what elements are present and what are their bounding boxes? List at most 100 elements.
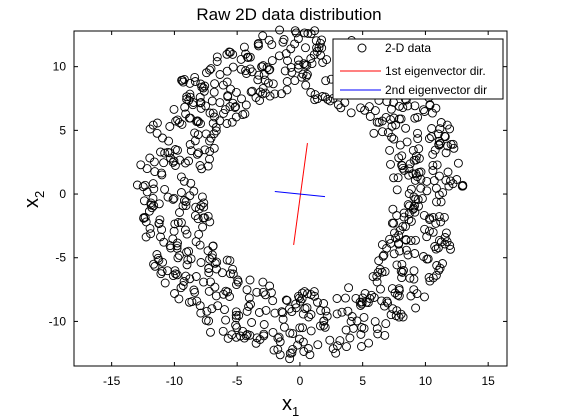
legend: 2-D data 1st eigenvector dir. 2nd eigenv… bbox=[332, 38, 504, 100]
data-point bbox=[298, 69, 308, 79]
data-point bbox=[435, 263, 445, 273]
data-point bbox=[176, 172, 186, 182]
data-point bbox=[148, 193, 158, 203]
data-point bbox=[386, 310, 396, 320]
data-point bbox=[221, 315, 231, 325]
data-point bbox=[182, 229, 192, 239]
data-point bbox=[236, 54, 246, 64]
data-point bbox=[156, 269, 166, 279]
data-point bbox=[168, 194, 178, 204]
data-point bbox=[207, 250, 217, 260]
data-point bbox=[176, 218, 186, 228]
data-point bbox=[205, 217, 215, 227]
data-point bbox=[409, 155, 419, 165]
data-point bbox=[425, 213, 435, 223]
data-point bbox=[446, 139, 456, 149]
data-point bbox=[385, 234, 395, 244]
data-point bbox=[169, 193, 179, 203]
data-point bbox=[195, 92, 205, 102]
data-point bbox=[434, 140, 444, 149]
data-point bbox=[399, 266, 408, 275]
data-point bbox=[157, 267, 167, 276]
data-point bbox=[313, 297, 322, 307]
x-tick-label: 10 bbox=[419, 374, 433, 388]
data-point bbox=[332, 294, 342, 303]
data-point bbox=[414, 154, 424, 163]
data-point bbox=[291, 299, 301, 309]
data-point bbox=[275, 25, 285, 35]
data-point bbox=[294, 334, 304, 344]
data-point bbox=[301, 80, 311, 90]
data-point bbox=[197, 164, 207, 174]
data-point bbox=[335, 336, 345, 346]
data-point bbox=[325, 96, 335, 106]
data-point bbox=[356, 301, 366, 310]
data-point bbox=[185, 274, 195, 284]
data-point bbox=[293, 340, 303, 350]
data-point bbox=[359, 323, 369, 333]
data-point bbox=[254, 70, 264, 80]
data-point bbox=[420, 292, 429, 302]
data-point bbox=[187, 297, 197, 307]
data-point bbox=[251, 338, 261, 348]
data-point bbox=[190, 136, 200, 146]
data-point bbox=[239, 333, 249, 343]
data-point bbox=[218, 326, 228, 336]
data-point bbox=[160, 278, 170, 288]
data-point bbox=[411, 151, 421, 161]
data-point bbox=[208, 241, 218, 251]
data-point bbox=[157, 225, 167, 235]
second-eigenvector-line bbox=[274, 190, 326, 198]
data-point bbox=[393, 290, 403, 300]
data-point bbox=[232, 280, 241, 290]
data-point bbox=[206, 277, 215, 287]
data-point bbox=[433, 243, 443, 253]
data-point bbox=[361, 297, 371, 307]
data-point bbox=[294, 291, 303, 301]
data-point bbox=[367, 290, 376, 300]
data-point bbox=[231, 310, 241, 320]
data-point bbox=[391, 120, 401, 130]
data-point bbox=[288, 329, 298, 339]
data-point bbox=[170, 145, 180, 154]
data-point bbox=[281, 295, 291, 305]
data-point bbox=[337, 307, 347, 317]
data-point bbox=[430, 242, 440, 251]
data-point bbox=[259, 320, 269, 329]
data-point bbox=[398, 222, 408, 231]
data-point bbox=[211, 126, 221, 136]
data-point bbox=[431, 270, 441, 280]
data-point bbox=[211, 291, 221, 301]
data-point bbox=[390, 288, 400, 298]
data-point bbox=[204, 286, 214, 296]
data-point bbox=[403, 101, 413, 111]
data-point bbox=[428, 149, 438, 159]
data-point bbox=[403, 200, 413, 210]
data-point bbox=[155, 215, 165, 225]
data-point bbox=[360, 105, 370, 115]
data-point bbox=[372, 117, 382, 127]
x-tick-label: -10 bbox=[166, 374, 184, 388]
data-point bbox=[205, 108, 215, 118]
data-point bbox=[444, 181, 454, 191]
data-point bbox=[318, 58, 328, 67]
data-point bbox=[306, 88, 316, 97]
data-point bbox=[410, 249, 420, 258]
data-point bbox=[156, 147, 165, 157]
data-point bbox=[193, 214, 203, 224]
data-point bbox=[414, 201, 423, 211]
data-point bbox=[185, 89, 195, 99]
data-point bbox=[159, 158, 169, 168]
data-point bbox=[318, 92, 327, 101]
data-point bbox=[274, 51, 284, 61]
data-point bbox=[139, 196, 149, 206]
data-point bbox=[222, 66, 232, 76]
data-point bbox=[180, 102, 190, 112]
data-point bbox=[213, 301, 223, 311]
data-point bbox=[369, 293, 379, 302]
data-point bbox=[416, 174, 426, 184]
data-point bbox=[351, 293, 361, 303]
y-axis-label-sub: 2 bbox=[32, 191, 47, 198]
data-point bbox=[241, 49, 251, 59]
